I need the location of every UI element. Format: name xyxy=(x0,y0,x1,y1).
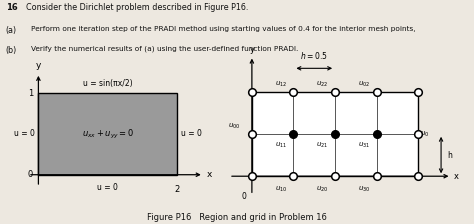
Text: x: x xyxy=(454,172,458,181)
Text: 0: 0 xyxy=(27,170,33,179)
Text: y: y xyxy=(249,45,255,54)
Text: 2: 2 xyxy=(175,185,180,194)
Bar xyxy=(252,92,418,176)
Text: $u_{21}$: $u_{21}$ xyxy=(317,141,328,150)
Text: $u_{0}$: $u_{0}$ xyxy=(420,129,429,138)
Text: $u_{31}$: $u_{31}$ xyxy=(358,141,370,150)
Text: (b): (b) xyxy=(6,46,17,55)
Text: u = 0: u = 0 xyxy=(14,129,35,138)
Text: $u_{30}$: $u_{30}$ xyxy=(358,184,370,194)
Text: Perform one iteration step of the PRADI method using starting values of 0.4 for : Perform one iteration step of the PRADI … xyxy=(31,26,415,32)
Text: $u_{12}$: $u_{12}$ xyxy=(275,79,287,88)
Text: $u_{22}$: $u_{22}$ xyxy=(317,79,328,88)
Text: u = 0: u = 0 xyxy=(181,129,201,138)
Text: (a): (a) xyxy=(6,26,17,35)
Text: 0: 0 xyxy=(242,192,247,201)
Text: $u_{10}$: $u_{10}$ xyxy=(275,184,287,194)
Text: $u_{20}$: $u_{20}$ xyxy=(316,184,329,194)
Text: $u_{xx} + u_{yy} = 0$: $u_{xx} + u_{yy} = 0$ xyxy=(82,127,134,140)
Text: Verify the numerical results of (a) using the user-defined function PRADI.: Verify the numerical results of (a) usin… xyxy=(31,46,298,52)
Text: 1: 1 xyxy=(27,89,33,98)
Bar xyxy=(38,93,177,175)
Text: u = 0: u = 0 xyxy=(98,183,118,192)
Text: u = sin(πx/2): u = sin(πx/2) xyxy=(83,79,133,88)
Text: Consider the Dirichlet problem described in Figure P16.: Consider the Dirichlet problem described… xyxy=(26,3,248,12)
Text: $u_{00}$: $u_{00}$ xyxy=(228,122,241,131)
Text: $u_{02}$: $u_{02}$ xyxy=(358,79,370,88)
Text: Figure P16   Region and grid in Problem 16: Figure P16 Region and grid in Problem 16 xyxy=(147,213,327,222)
Text: 16: 16 xyxy=(6,3,18,12)
Text: x: x xyxy=(207,170,212,179)
Text: $u_{11}$: $u_{11}$ xyxy=(275,141,287,150)
Text: $h=0.5$: $h=0.5$ xyxy=(301,50,328,61)
Text: y: y xyxy=(36,61,41,70)
Text: h: h xyxy=(447,151,452,159)
